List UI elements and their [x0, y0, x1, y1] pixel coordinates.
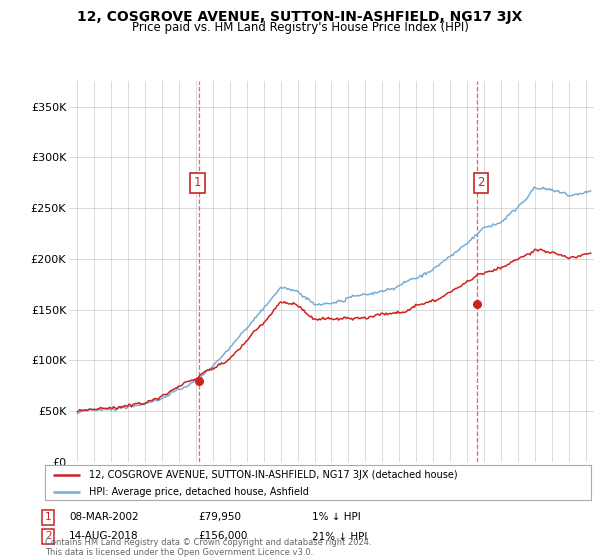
- Text: 1% ↓ HPI: 1% ↓ HPI: [312, 512, 361, 522]
- Text: 08-MAR-2002: 08-MAR-2002: [69, 512, 139, 522]
- Text: Price paid vs. HM Land Registry's House Price Index (HPI): Price paid vs. HM Land Registry's House …: [131, 21, 469, 34]
- Text: 1: 1: [194, 176, 201, 189]
- Text: 2: 2: [45, 531, 52, 542]
- Text: 12, COSGROVE AVENUE, SUTTON-IN-ASHFIELD, NG17 3JX (detached house): 12, COSGROVE AVENUE, SUTTON-IN-ASHFIELD,…: [89, 469, 457, 479]
- Text: 12, COSGROVE AVENUE, SUTTON-IN-ASHFIELD, NG17 3JX: 12, COSGROVE AVENUE, SUTTON-IN-ASHFIELD,…: [77, 10, 523, 24]
- Text: 2: 2: [477, 176, 485, 189]
- Text: £156,000: £156,000: [198, 531, 247, 542]
- Text: Contains HM Land Registry data © Crown copyright and database right 2024.
This d: Contains HM Land Registry data © Crown c…: [45, 538, 371, 557]
- Text: HPI: Average price, detached house, Ashfield: HPI: Average price, detached house, Ashf…: [89, 487, 308, 497]
- Text: 1: 1: [45, 512, 52, 522]
- Text: 21% ↓ HPI: 21% ↓ HPI: [312, 531, 367, 542]
- Text: 14-AUG-2018: 14-AUG-2018: [69, 531, 139, 542]
- Text: £79,950: £79,950: [198, 512, 241, 522]
